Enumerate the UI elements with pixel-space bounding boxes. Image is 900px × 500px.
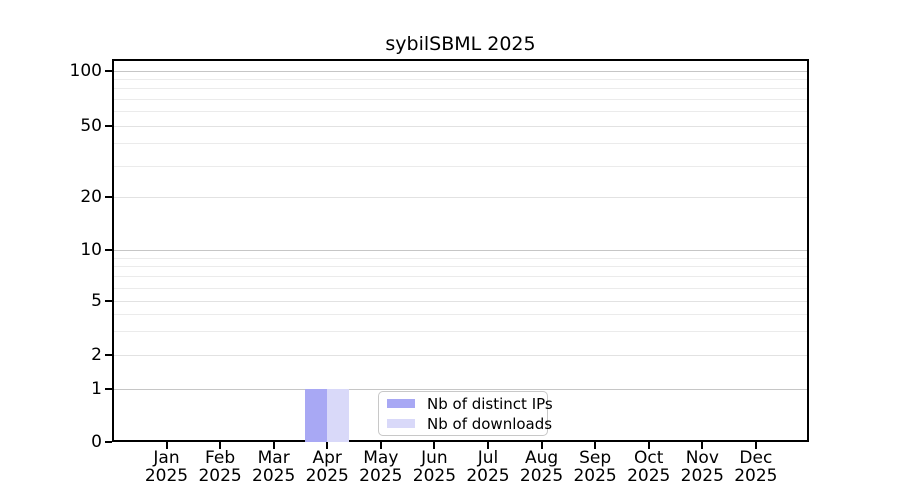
- y-minor-gridline: [114, 287, 807, 289]
- x-tick-mark: [165, 442, 168, 449]
- y-tick-label: 10: [80, 240, 102, 260]
- y-gridline: [114, 197, 807, 198]
- x-tick-month: May: [363, 448, 399, 468]
- x-tick-month: Apr: [312, 448, 342, 468]
- y-gridline: [114, 301, 807, 302]
- y-minor-gridline: [114, 78, 807, 80]
- x-tick-label: Jul 2025: [456, 448, 520, 486]
- x-tick-month: Aug: [524, 448, 559, 468]
- y-tick-mark: [105, 196, 112, 198]
- x-tick-mark: [540, 442, 543, 449]
- x-tick-month: Dec: [739, 448, 773, 468]
- y-minor-gridline: [114, 88, 807, 90]
- legend-label-downloads: Nb of downloads: [427, 414, 553, 433]
- legend-label-distinct-ips: Nb of distinct IPs: [427, 394, 553, 413]
- x-tick-mark: [272, 442, 275, 449]
- y-minor-gridline: [114, 266, 807, 268]
- x-tick-year: 2025: [305, 465, 349, 486]
- y-minor-gridline: [114, 165, 807, 167]
- x-tick-label: Mar 2025: [242, 448, 306, 486]
- y-minor-gridline: [114, 257, 807, 259]
- x-tick-year: 2025: [198, 465, 242, 486]
- x-tick-year: 2025: [680, 465, 724, 486]
- plot-area: [112, 59, 809, 442]
- x-tick-mark: [647, 442, 650, 449]
- x-tick-mark: [433, 442, 436, 449]
- y-minor-gridline: [114, 143, 807, 145]
- x-tick-label: Jan 2025: [135, 448, 199, 486]
- x-tick-mark: [701, 442, 704, 449]
- x-tick-month: Feb: [205, 448, 236, 468]
- y-gridline: [114, 389, 807, 390]
- y-gridline: [114, 355, 807, 356]
- x-tick-month: Mar: [257, 448, 290, 468]
- legend-item-distinct-ips: Nb of distinct IPs: [387, 395, 553, 413]
- y-tick-mark: [105, 440, 112, 443]
- legend-swatch-downloads: [387, 419, 415, 428]
- x-tick-mark: [594, 442, 597, 449]
- bar-nb-of-downloads-apr: [327, 389, 350, 442]
- x-tick-label: Dec 2025: [724, 448, 788, 486]
- x-tick-month: Nov: [685, 448, 719, 468]
- x-tick-mark: [486, 442, 489, 449]
- x-tick-year: 2025: [359, 465, 403, 486]
- x-tick-mark: [379, 442, 382, 449]
- y-tick-mark: [105, 249, 112, 251]
- x-tick-label: Sep 2025: [563, 448, 627, 486]
- x-tick-month: Jan: [153, 448, 180, 468]
- legend-swatch-distinct-ips: [387, 399, 415, 408]
- x-tick-year: 2025: [573, 465, 617, 486]
- chart-title: sybilSBML 2025: [385, 33, 536, 55]
- x-tick-year: 2025: [627, 465, 671, 486]
- x-tick-label: Apr 2025: [295, 448, 359, 486]
- y-minor-gridline: [114, 111, 807, 113]
- x-tick-year: 2025: [466, 465, 510, 486]
- y-minor-gridline: [114, 276, 807, 278]
- y-tick-mark: [105, 354, 112, 356]
- x-tick-year: 2025: [144, 465, 189, 486]
- y-gridline: [114, 70, 807, 72]
- x-tick-month: Oct: [634, 448, 664, 468]
- y-tick-mark: [105, 125, 112, 127]
- x-tick-year: 2025: [734, 465, 778, 486]
- x-tick-year: 2025: [519, 465, 564, 486]
- x-tick-month: Jul: [477, 448, 499, 468]
- y-tick-label: 2: [91, 345, 102, 365]
- y-gridline: [114, 250, 807, 251]
- bar-nb-of-distinct-ips-apr: [305, 389, 328, 442]
- x-tick-year: 2025: [252, 465, 296, 486]
- y-tick-label: 50: [80, 116, 102, 136]
- x-tick-mark: [754, 442, 757, 449]
- x-tick-label: Nov 2025: [670, 448, 734, 486]
- y-tick-label: 0: [91, 431, 102, 452]
- y-tick-label: 100: [69, 60, 102, 81]
- x-tick-mark: [219, 442, 222, 449]
- x-tick-label: Oct 2025: [617, 448, 681, 486]
- x-tick-label: Feb 2025: [188, 448, 252, 486]
- x-tick-label: Jun 2025: [402, 448, 466, 486]
- y-tick-mark: [105, 388, 112, 390]
- y-minor-gridline: [114, 331, 807, 333]
- y-minor-gridline: [114, 314, 807, 316]
- x-tick-label: Aug 2025: [510, 448, 574, 486]
- x-tick-month: Sep: [579, 448, 612, 468]
- x-tick-mark: [326, 442, 329, 449]
- y-minor-gridline: [114, 99, 807, 101]
- x-tick-label: May 2025: [349, 448, 413, 486]
- legend: Nb of distinct IPs Nb of downloads: [378, 391, 553, 436]
- y-gridline: [114, 126, 807, 127]
- y-tick-mark: [105, 69, 112, 72]
- y-tick-label: 1: [91, 379, 102, 399]
- y-tick-label: 5: [91, 291, 102, 311]
- y-tick-mark: [105, 300, 112, 302]
- y-tick-label: 20: [80, 187, 102, 207]
- legend-item-downloads: Nb of downloads: [387, 415, 552, 433]
- x-tick-year: 2025: [412, 465, 457, 486]
- x-tick-month: Jun: [421, 448, 448, 468]
